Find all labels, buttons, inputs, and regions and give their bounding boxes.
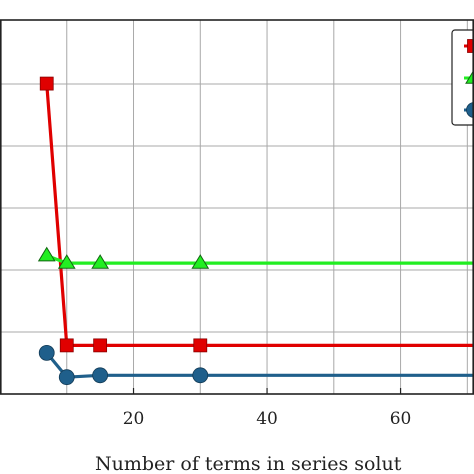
data-point-circle	[192, 367, 209, 384]
plot-frame	[0, 19, 474, 395]
series-line	[46, 254, 474, 265]
data-point-triangle	[37, 246, 56, 262]
data-point-triangle	[465, 69, 474, 84]
grid	[0, 20, 474, 394]
x-axis-title: Number of terms in series solut	[95, 453, 402, 474]
series-square	[39, 76, 474, 353]
data-point-square	[39, 76, 54, 91]
x-tick-label: 20	[123, 409, 145, 429]
data-point-square	[93, 338, 108, 353]
data-point-square	[193, 338, 208, 353]
series-layer	[37, 76, 474, 386]
series-triangle	[37, 246, 474, 269]
series-circle	[38, 344, 474, 386]
data-point-triangle	[191, 254, 210, 269]
data-point-circle	[92, 367, 109, 384]
data-point-circle	[38, 344, 55, 361]
data-point-circle	[466, 102, 474, 118]
legend	[451, 29, 474, 126]
series-line	[45, 351, 474, 379]
data-point-square	[59, 338, 74, 353]
data-point-circle	[58, 369, 75, 386]
x-tick-label: 40	[256, 409, 278, 429]
legend-box	[451, 29, 474, 126]
series-line	[45, 83, 474, 347]
x-tick-label: 60	[390, 409, 412, 429]
x-tick-labels: 20 40 60	[123, 388, 412, 429]
data-point-triangle	[91, 254, 110, 269]
data-point-triangle	[57, 254, 76, 269]
data-point-square	[467, 39, 474, 53]
